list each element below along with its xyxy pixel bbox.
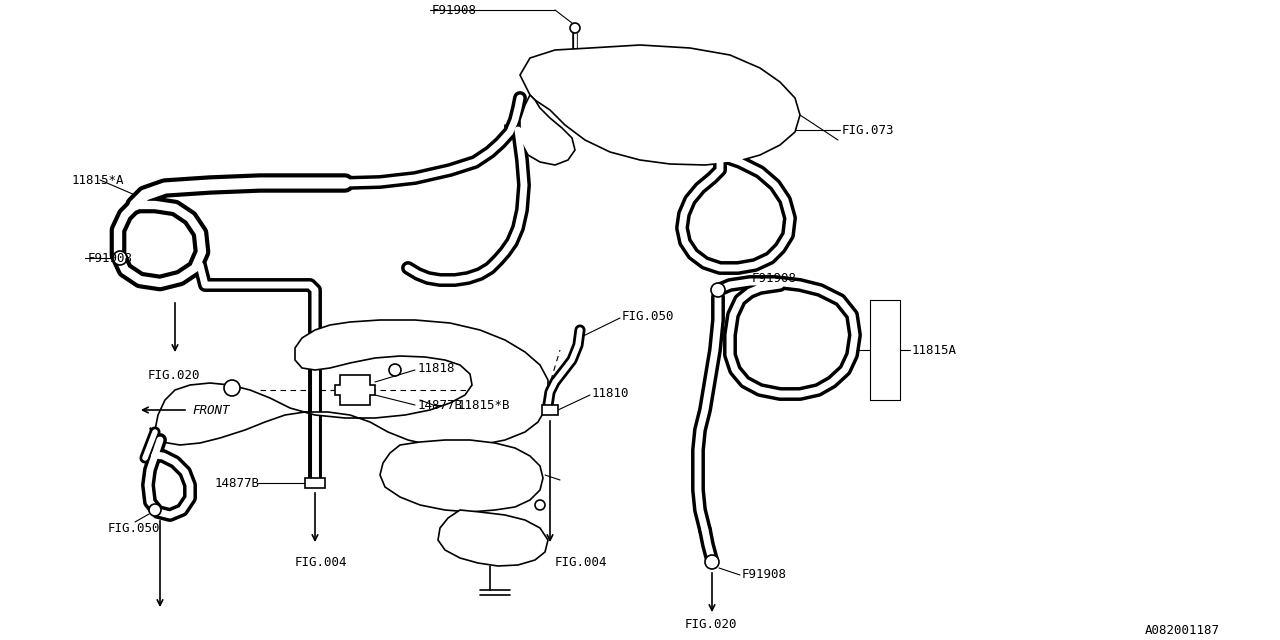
- Text: FIG.050: FIG.050: [108, 522, 160, 534]
- Polygon shape: [150, 320, 548, 447]
- Text: 14877B: 14877B: [419, 399, 463, 412]
- Text: 11815A: 11815A: [911, 344, 957, 356]
- Text: FIG.073: FIG.073: [842, 124, 895, 136]
- Text: FIG.020: FIG.020: [148, 369, 201, 381]
- Text: F91908: F91908: [88, 252, 133, 264]
- Circle shape: [705, 555, 719, 569]
- Text: 11815*A: 11815*A: [72, 173, 124, 186]
- Circle shape: [148, 504, 161, 516]
- Circle shape: [570, 23, 580, 33]
- Text: F91908: F91908: [742, 568, 787, 582]
- Text: A082001187: A082001187: [1146, 623, 1220, 637]
- Polygon shape: [541, 405, 558, 415]
- Text: FIG.020: FIG.020: [685, 618, 737, 632]
- Text: 11818: 11818: [419, 362, 456, 374]
- Circle shape: [224, 380, 241, 396]
- Text: 11815*B: 11815*B: [458, 399, 511, 412]
- Polygon shape: [520, 95, 575, 165]
- Text: FIG.004: FIG.004: [294, 556, 347, 568]
- Text: FIG.050: FIG.050: [622, 310, 675, 323]
- Text: F91908: F91908: [433, 3, 477, 17]
- Circle shape: [710, 283, 724, 297]
- Polygon shape: [380, 440, 543, 512]
- Text: FIG.004: FIG.004: [556, 556, 608, 568]
- Polygon shape: [305, 478, 325, 488]
- Circle shape: [535, 500, 545, 510]
- Text: FRONT: FRONT: [192, 403, 229, 417]
- Polygon shape: [335, 375, 375, 405]
- Polygon shape: [438, 510, 548, 566]
- Circle shape: [113, 251, 127, 265]
- Polygon shape: [520, 45, 800, 165]
- Circle shape: [389, 364, 401, 376]
- Text: 14877B: 14877B: [215, 477, 260, 490]
- Text: 11810: 11810: [591, 387, 630, 399]
- Text: F91908: F91908: [753, 271, 797, 285]
